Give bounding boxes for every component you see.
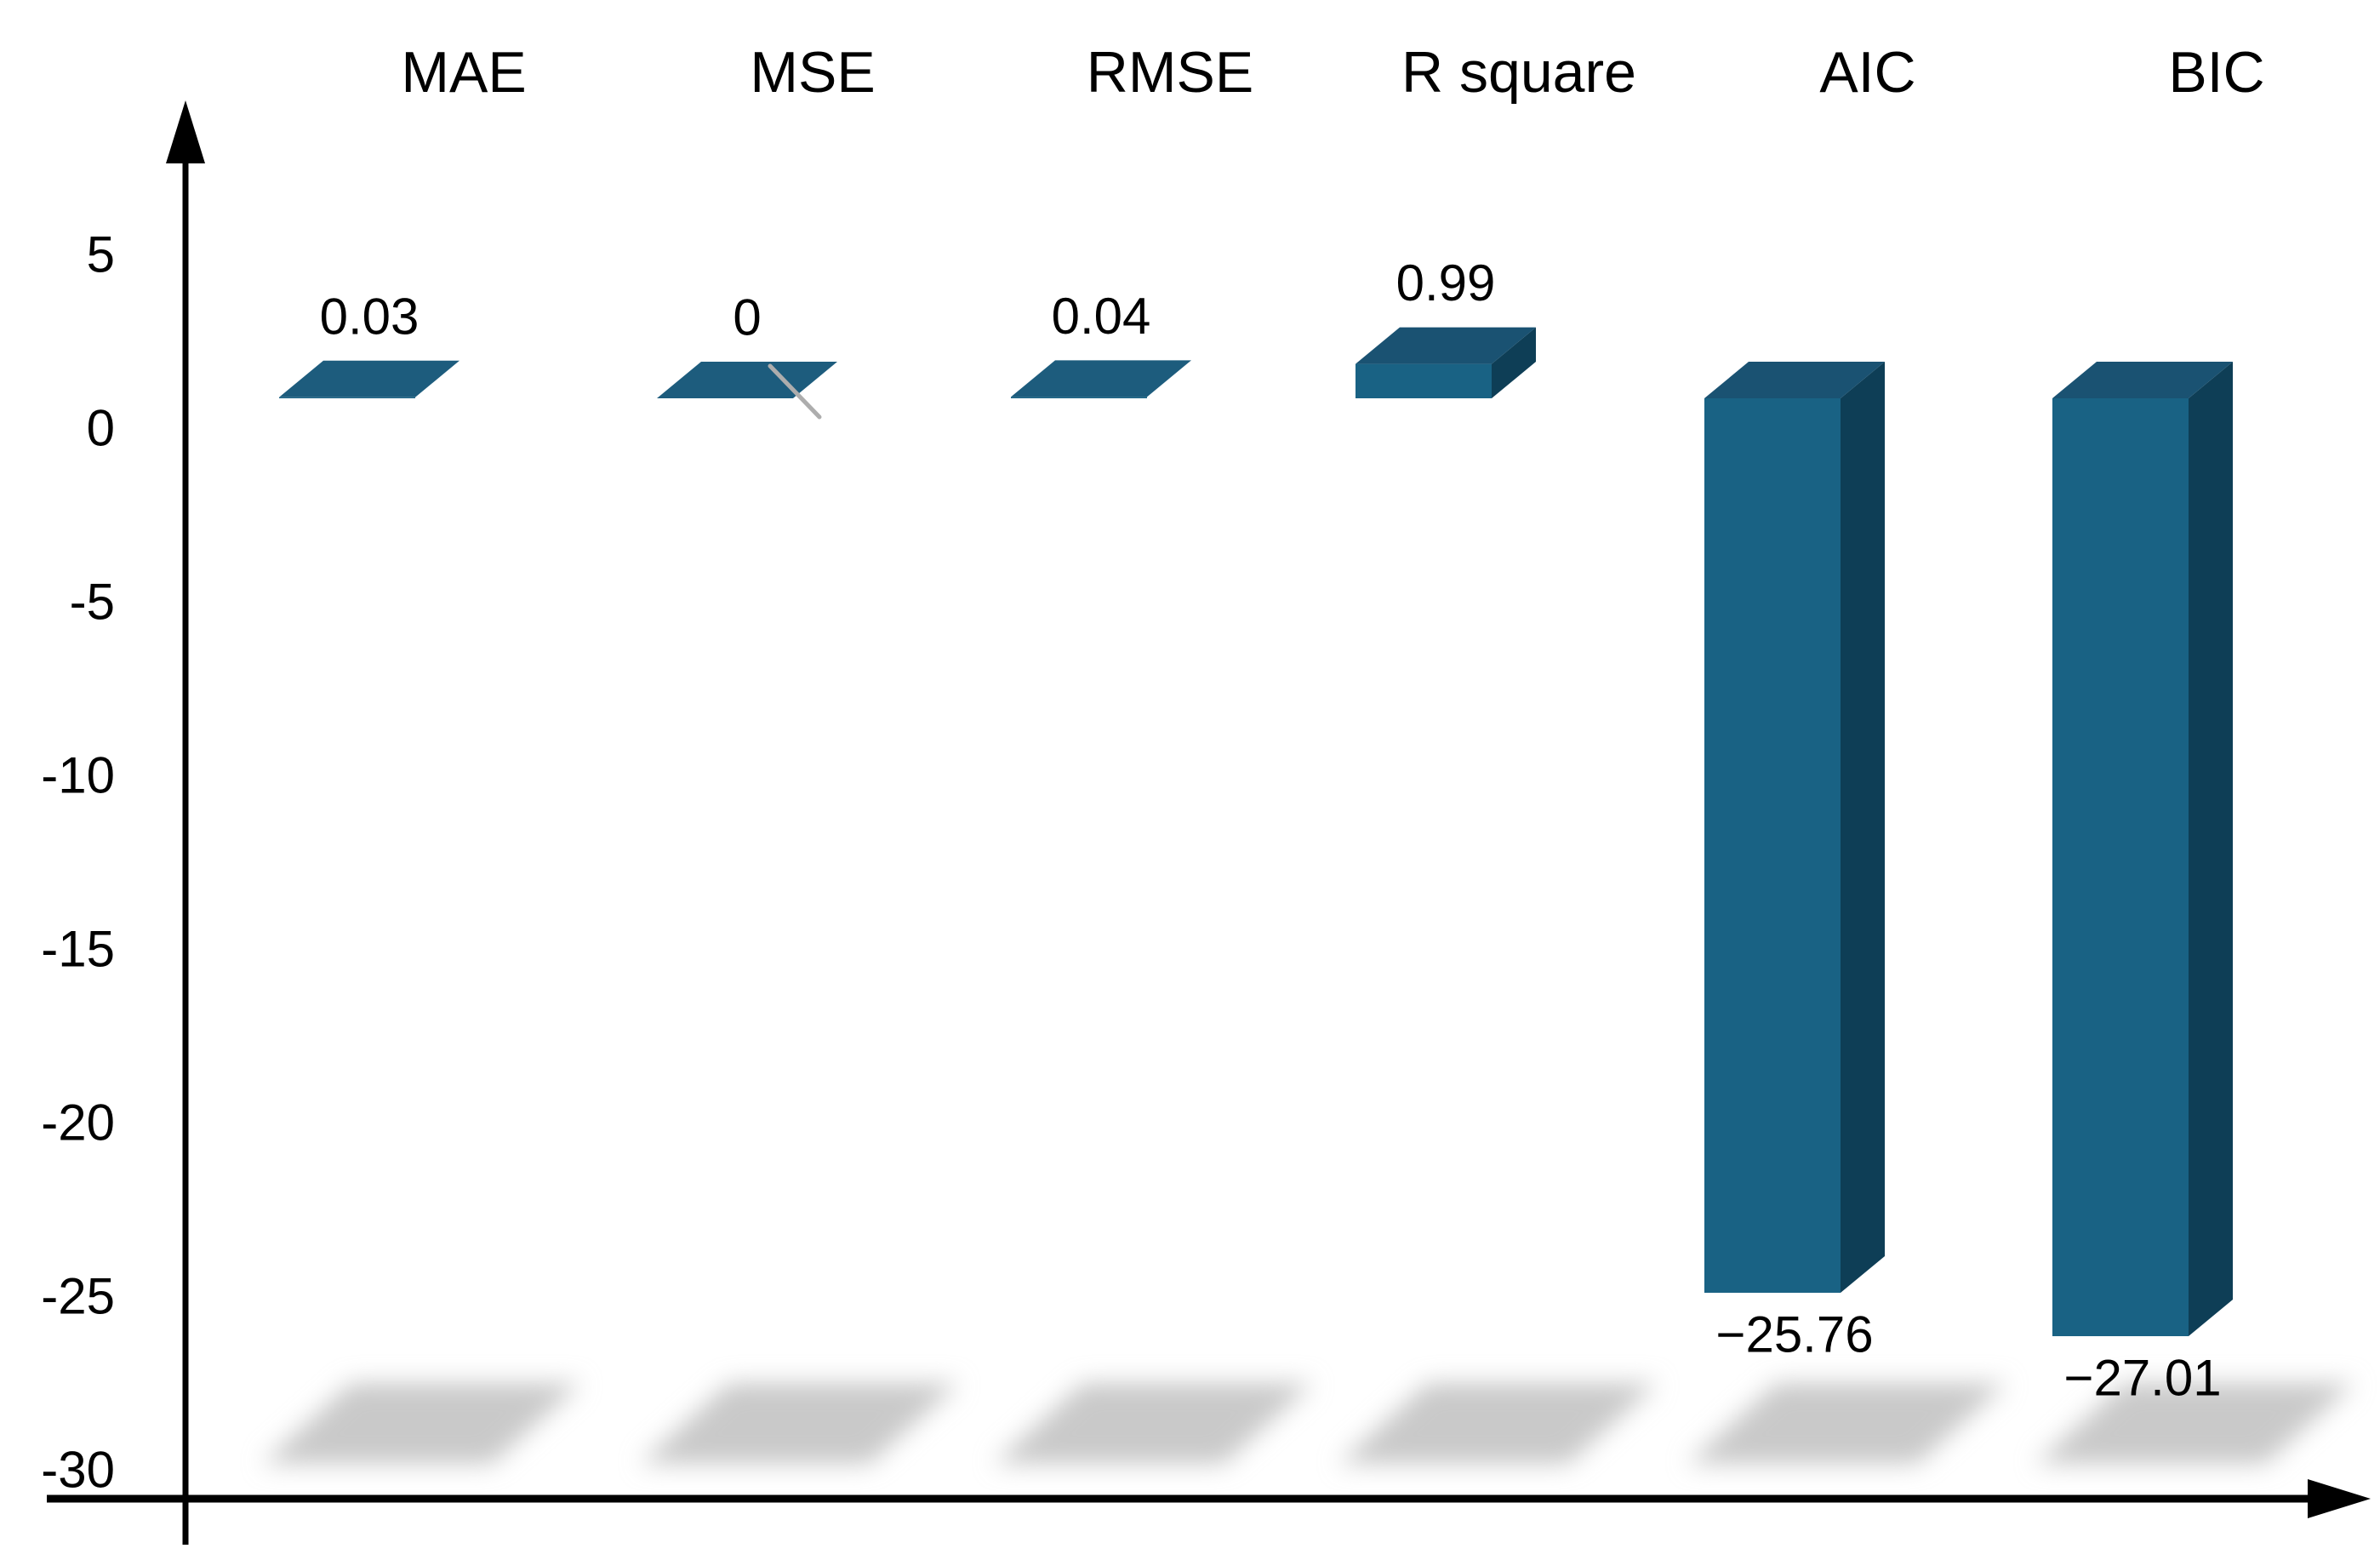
value-label-mae: 0.03 [320, 288, 419, 345]
category-label-r-square: R square [1401, 40, 1636, 105]
y-tick-label--30: -30 [41, 1442, 115, 1499]
y-tick-label--25: -25 [41, 1268, 115, 1325]
bar-bic-top [2052, 362, 2233, 398]
category-labels-layer: MAE MSE RMSE R square AIC BIC [401, 40, 2264, 105]
bars-layer [279, 327, 2233, 1337]
bar-shadow-mse [640, 1383, 959, 1464]
y-tick-label-5: 5 [87, 226, 115, 283]
bar-shadow-bic [2035, 1383, 2354, 1464]
bar-r-square-front [1356, 363, 1492, 398]
value-labels-layer: 0.03 0 0.04 0.99 −25.76 −27.01 [320, 254, 2222, 1406]
x-axis-arrowhead [2308, 1479, 2371, 1518]
bar-shadow-aic [1687, 1383, 2006, 1464]
category-label-rmse: RMSE [1087, 40, 1253, 105]
bar-bic-side [2189, 362, 2233, 1337]
category-label-aic: AIC [1819, 40, 1915, 105]
bar-shadow-r-square [1338, 1383, 1658, 1464]
shadow-layer [262, 1383, 2354, 1464]
y-tick-label--10: -10 [41, 747, 115, 804]
value-label-mse: 0 [733, 289, 761, 346]
y-tick-label-0: 0 [87, 400, 115, 457]
bar-r-square-side [1492, 327, 1536, 398]
bar-bic-front [2052, 398, 2189, 1337]
axes-layer [47, 100, 2371, 1545]
value-label-aic: −25.76 [1715, 1306, 1873, 1363]
value-label-bic: −27.01 [2063, 1350, 2221, 1407]
value-label-rmse: 0.04 [1052, 288, 1151, 345]
bar-aic-top [1704, 362, 1885, 398]
bar-shadow-rmse [994, 1383, 1313, 1464]
category-label-mae: MAE [401, 40, 526, 105]
y-axis-arrowhead [166, 100, 205, 163]
category-label-bic: BIC [2168, 40, 2264, 105]
y-tick-labels-layer: 5 0 -5 -10 -15 -20 -25 -30 [41, 226, 115, 1499]
bar-aic-side [1841, 362, 1885, 1294]
bar-aic-front [1704, 398, 1841, 1294]
category-label-mse: MSE [750, 40, 875, 105]
y-tick-label--20: -20 [41, 1094, 115, 1151]
artifact-line-mse [768, 363, 822, 420]
bar-rmse-front [1011, 397, 1147, 398]
bar-rmse-top [1011, 360, 1191, 397]
bar-shadow-mae [262, 1383, 581, 1464]
y-tick-label--5: -5 [70, 574, 115, 631]
bar-mae-front [279, 397, 415, 398]
y-tick-label--15: -15 [41, 921, 115, 978]
bar-mae-top [279, 360, 459, 397]
value-label-r-square: 0.99 [1396, 254, 1496, 311]
bar-mse-top [657, 362, 837, 398]
bar-r-square-top [1356, 327, 1536, 364]
